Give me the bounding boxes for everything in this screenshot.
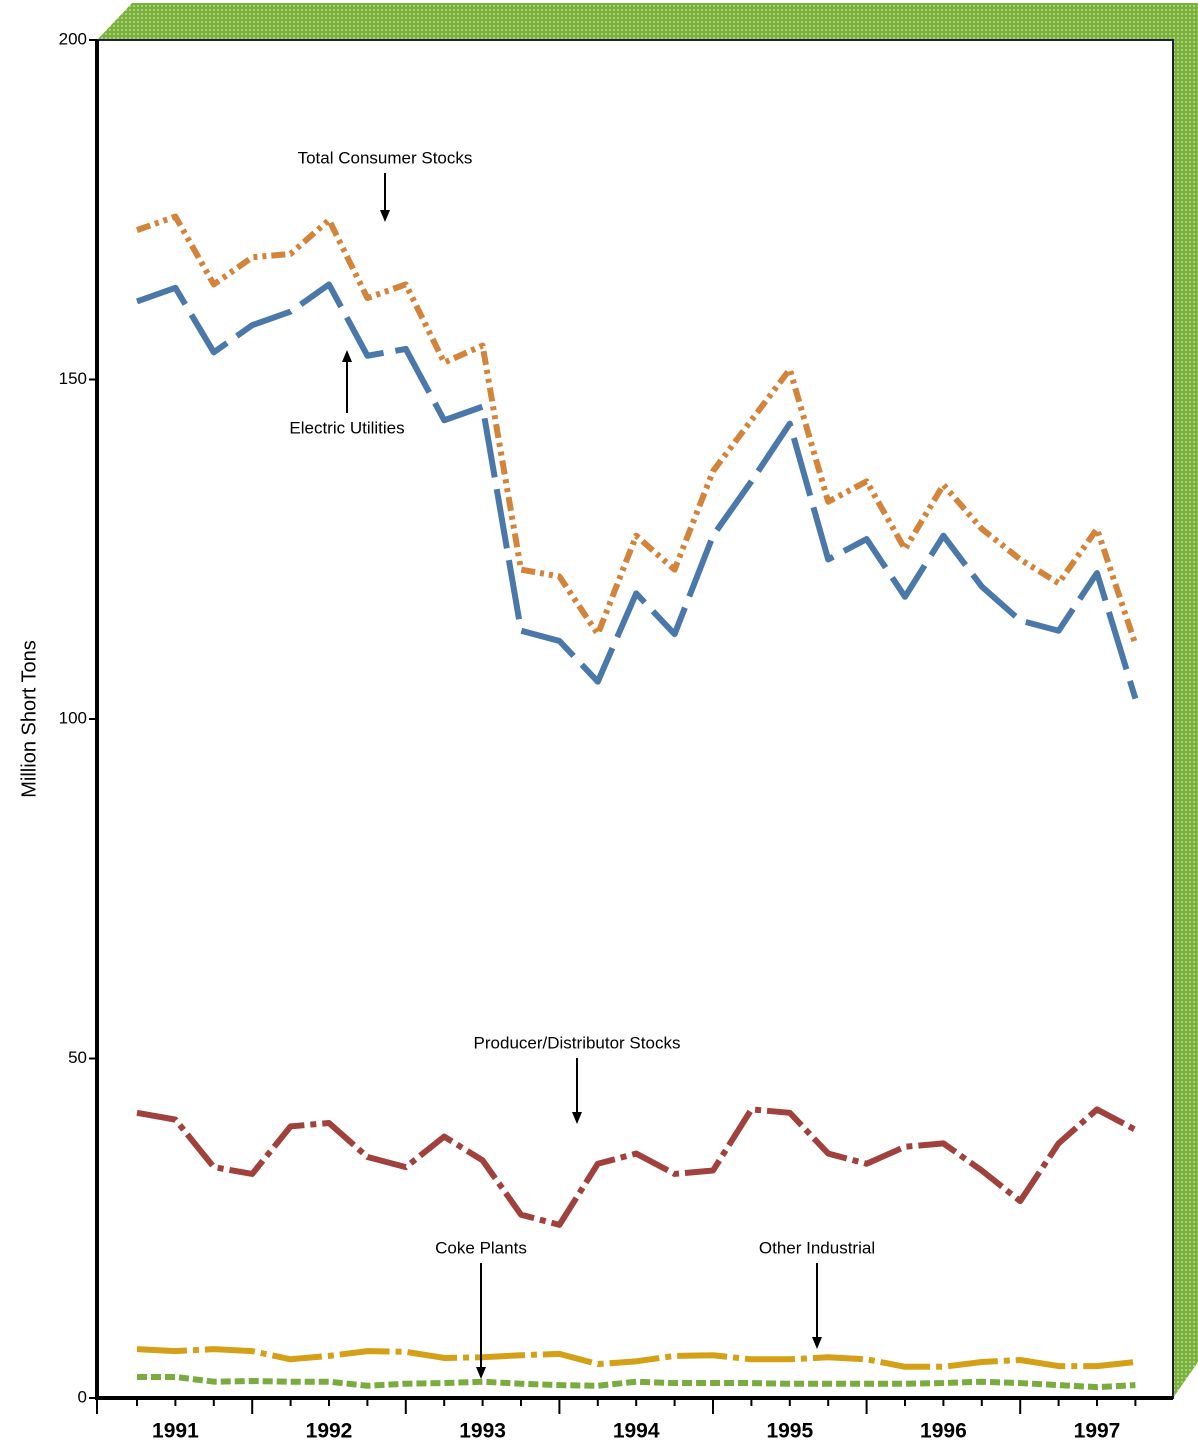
y-tick-label: 0 <box>78 1387 87 1406</box>
annotation: Other Industrial <box>759 1238 875 1257</box>
arrow-head <box>476 1367 486 1379</box>
annotation: Total Consumer Stocks <box>298 148 473 167</box>
series-line <box>136 1106 1137 1228</box>
x-tick-label: 1995 <box>766 1420 813 1443</box>
annotation: Electric Utilities <box>289 418 404 437</box>
annotation: Producer/Distributor Stocks <box>474 1033 681 1052</box>
annotation: Coke Plants <box>435 1238 527 1257</box>
x-tick-label: 1991 <box>152 1420 199 1443</box>
y-tick-label: 200 <box>59 29 87 48</box>
annotations: Total Consumer Stocks Electric Utilities… <box>289 148 875 1379</box>
x-tick-label: 1996 <box>920 1420 967 1443</box>
x-tick-label: 1997 <box>1074 1420 1121 1443</box>
arrow-head <box>342 350 352 362</box>
series-line <box>135 281 1139 700</box>
y-tick-label: 50 <box>68 1048 87 1067</box>
arrow-head <box>380 210 390 222</box>
y-tick-label: 150 <box>59 369 87 388</box>
series-line <box>135 213 1139 646</box>
x-tick-label: 1993 <box>459 1420 506 1443</box>
plot-area <box>96 39 1174 1399</box>
x-tick-label: 1992 <box>306 1420 353 1443</box>
series-line <box>136 1346 1136 1370</box>
y-tick-label: 100 <box>59 708 87 727</box>
plot <box>135 213 1139 1391</box>
y-axis-label: Million Short Tons <box>18 640 40 797</box>
arrow-head <box>812 1337 822 1349</box>
x-tick-label: 1994 <box>613 1420 660 1443</box>
arrow-head <box>572 1112 582 1124</box>
series-line <box>137 1373 1136 1391</box>
